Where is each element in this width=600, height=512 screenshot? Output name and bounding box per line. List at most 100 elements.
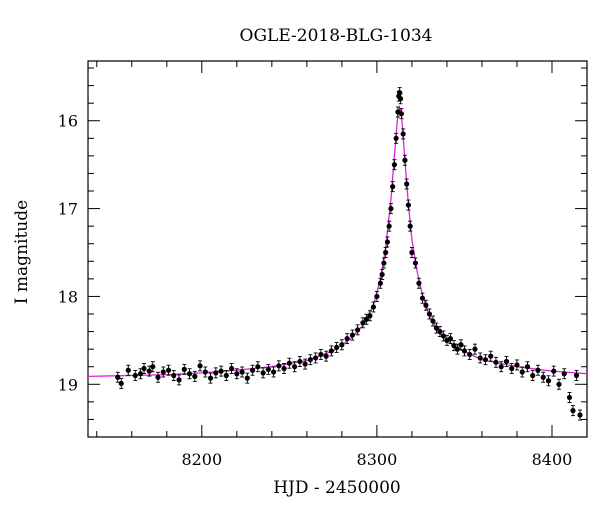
data-point (207, 375, 214, 381)
data-point (535, 367, 541, 373)
data-point (545, 378, 552, 384)
data-point (146, 368, 152, 374)
data-point (349, 332, 355, 338)
y-tick-label: 16 (58, 112, 78, 131)
y-tick-label: 17 (58, 200, 78, 219)
data-point (405, 202, 412, 208)
data-point (118, 380, 124, 387)
data-point (192, 373, 198, 379)
y-tick-label: 19 (58, 375, 78, 394)
data-point (404, 181, 410, 187)
data-point (397, 90, 403, 96)
data-point (228, 365, 235, 372)
data-point (213, 370, 219, 376)
data-point (551, 368, 557, 374)
data-point (398, 111, 405, 117)
data-point (381, 260, 387, 266)
data-point (540, 374, 546, 380)
data-point (186, 371, 193, 377)
data-point (249, 367, 256, 373)
data-point (390, 184, 396, 190)
data-point (437, 328, 443, 335)
data-point (503, 358, 510, 365)
data-point (561, 371, 567, 377)
data-point (132, 372, 138, 379)
data-point (160, 369, 166, 375)
data-point (313, 355, 319, 361)
data-point (447, 336, 454, 342)
data-point (367, 313, 373, 319)
data-point (454, 346, 461, 352)
data-point (370, 304, 376, 310)
data-point (386, 223, 392, 229)
data-point (125, 367, 131, 373)
data-point (570, 408, 576, 414)
data-point (388, 205, 394, 212)
data-point (458, 342, 464, 348)
data-point (524, 364, 531, 370)
data-point (137, 371, 144, 377)
data-point (165, 367, 172, 373)
data-point (286, 360, 292, 366)
data-point (276, 363, 282, 369)
data-point (407, 223, 413, 229)
data-point (461, 348, 468, 354)
data-point (202, 369, 208, 375)
data-point (171, 372, 177, 379)
plot-frame (87, 60, 588, 438)
data-point (223, 372, 229, 379)
data-point (265, 366, 271, 372)
data-point (197, 363, 203, 369)
data-point (281, 365, 287, 372)
data-point (307, 357, 313, 363)
model-line (87, 105, 588, 378)
axis-ticks: 8200 8300 8400 16 17 18 19 (58, 61, 588, 469)
data-point (339, 342, 345, 348)
data-point (423, 302, 429, 308)
data-point (566, 394, 573, 401)
data-point (318, 351, 324, 358)
data-point (374, 293, 380, 300)
data-point (234, 371, 240, 377)
data-point (397, 96, 404, 102)
x-tick-label: 8300 (357, 450, 398, 469)
data-point (150, 364, 156, 370)
data-point (509, 365, 515, 372)
data-point (334, 344, 340, 350)
model-curve (87, 105, 588, 378)
y-axis-label: I magnitude (12, 200, 32, 304)
data-point (384, 239, 390, 245)
data-point (530, 372, 536, 379)
data-point (451, 343, 457, 349)
data-point (363, 316, 369, 322)
data-point (514, 362, 520, 368)
data-point (323, 353, 329, 359)
data-point (344, 336, 350, 342)
data-point (328, 348, 334, 354)
data-point (419, 295, 426, 301)
data-point (573, 372, 580, 379)
data-point (383, 249, 389, 256)
data-point (155, 374, 161, 380)
x-axis-label: HJD - 2450000 (273, 478, 401, 498)
data-point (482, 357, 489, 363)
data-point (488, 353, 494, 359)
data-point (556, 381, 562, 387)
data-point (244, 375, 250, 381)
data-point (498, 364, 504, 370)
data-point (181, 366, 187, 372)
data-point (519, 369, 525, 375)
data-point (477, 355, 483, 361)
data-point (426, 311, 433, 317)
data-point (355, 327, 361, 333)
data-point (377, 280, 383, 286)
x-tick-label: 8200 (181, 450, 222, 469)
data-point (115, 374, 121, 380)
data-point (176, 377, 182, 383)
data-point (400, 131, 406, 137)
data-point (409, 249, 415, 256)
data-point (292, 364, 298, 370)
data-point (391, 162, 398, 168)
data-point (302, 361, 308, 367)
